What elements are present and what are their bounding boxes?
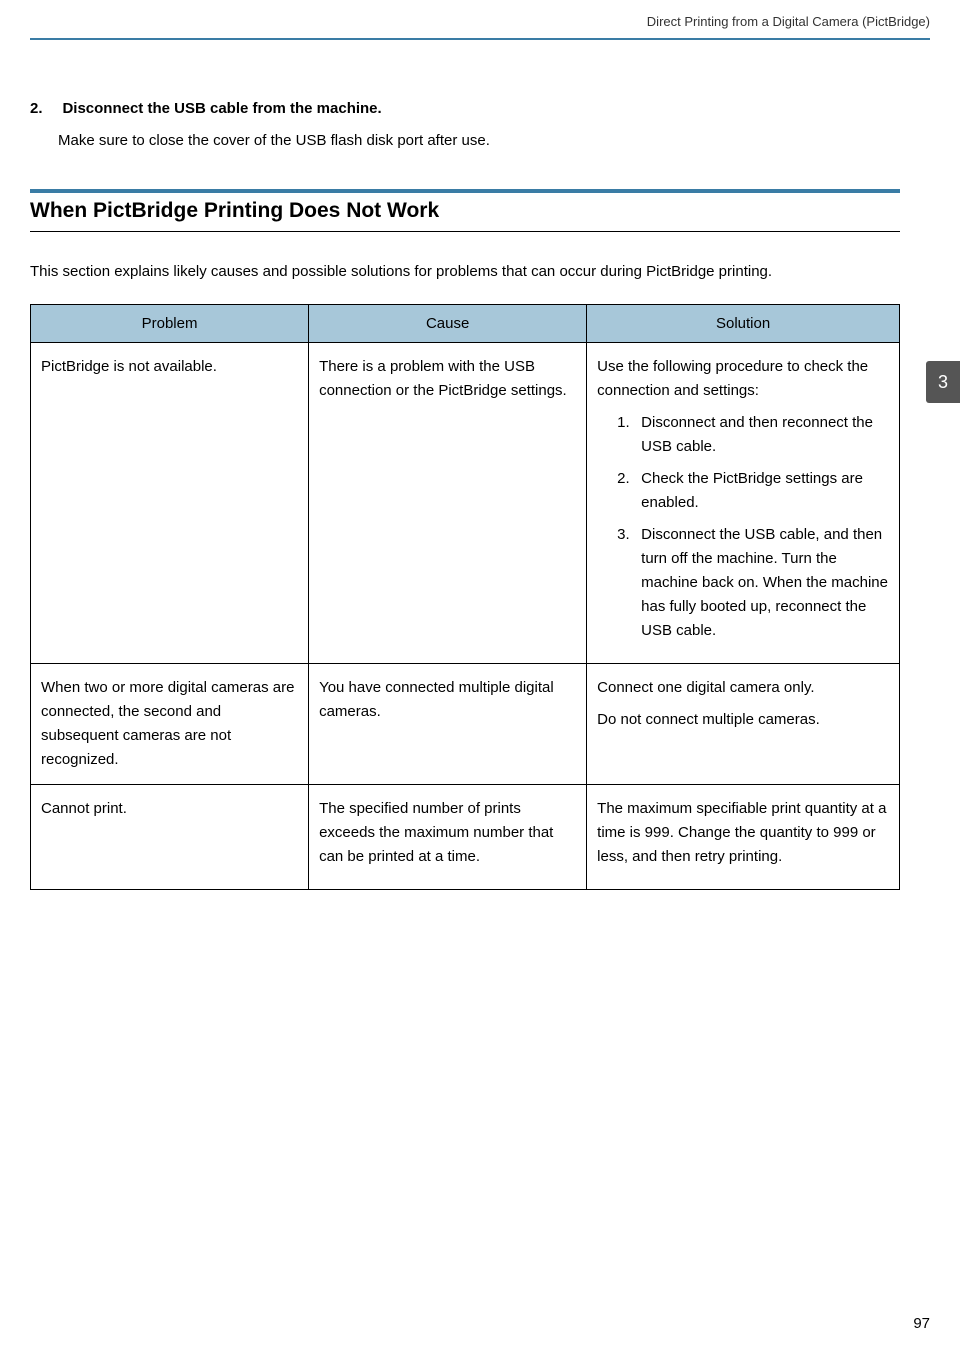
page-number: 97 [913, 1315, 930, 1332]
list-num: 3. [617, 523, 630, 547]
col-solution: Solution [587, 305, 900, 343]
header-rule [30, 38, 930, 40]
step-body: Make sure to close the cover of the USB … [58, 132, 900, 149]
solution-para: Connect one digital camera only. [597, 676, 889, 700]
solution-para: The maximum specifiable print quantity a… [597, 797, 889, 869]
list-text: Disconnect the USB cable, and then turn … [641, 526, 888, 639]
section-intro: This section explains likely causes and … [30, 260, 900, 284]
cell-solution: Connect one digital camera only. Do not … [587, 664, 900, 785]
solution-para: Do not connect multiple cameras. [597, 708, 889, 732]
col-cause: Cause [309, 305, 587, 343]
step-title: Disconnect the USB cable from the machin… [62, 100, 381, 117]
cell-problem: Cannot print. [31, 785, 309, 890]
table-row: When two or more digital cameras are con… [31, 664, 900, 785]
list-item: 3. Disconnect the USB cable, and then tur… [617, 523, 889, 643]
solution-intro: Use the following procedure to check the… [597, 355, 889, 403]
list-text: Disconnect and then reconnect the USB ca… [641, 414, 873, 455]
cell-cause: There is a problem with the USB connecti… [309, 343, 587, 664]
list-num: 2. [617, 467, 630, 491]
list-text: Check the PictBridge settings are enable… [641, 470, 863, 511]
troubleshoot-table: Problem Cause Solution PictBridge is not… [30, 304, 900, 890]
list-num: 1. [617, 411, 630, 435]
col-problem: Problem [31, 305, 309, 343]
cell-problem: When two or more digital cameras are con… [31, 664, 309, 785]
section-title: When PictBridge Printing Does Not Work [30, 199, 900, 223]
cell-solution: Use the following procedure to check the… [587, 343, 900, 664]
list-item: 1. Disconnect and then reconnect the USB … [617, 411, 889, 459]
cell-cause: You have connected multiple digital came… [309, 664, 587, 785]
running-header: Direct Printing from a Digital Camera (P… [647, 14, 930, 29]
cell-cause: The specified number of prints exceeds t… [309, 785, 587, 890]
chapter-tab: 3 [926, 361, 960, 403]
table-header-row: Problem Cause Solution [31, 305, 900, 343]
section-underline [30, 231, 900, 232]
list-item: 2. Check the PictBridge settings are enab… [617, 467, 889, 515]
step-heading: 2. Disconnect the USB cable from the mac… [30, 100, 900, 118]
cell-solution: The maximum specifiable print quantity a… [587, 785, 900, 890]
section-rule [30, 189, 900, 193]
cell-problem: PictBridge is not available. [31, 343, 309, 664]
step-number: 2. [30, 100, 58, 117]
page-content: 2. Disconnect the USB cable from the mac… [30, 100, 900, 890]
table-row: Cannot print. The specified number of pr… [31, 785, 900, 890]
solution-list: 1. Disconnect and then reconnect the USB … [597, 411, 889, 643]
table-row: PictBridge is not available. There is a … [31, 343, 900, 664]
